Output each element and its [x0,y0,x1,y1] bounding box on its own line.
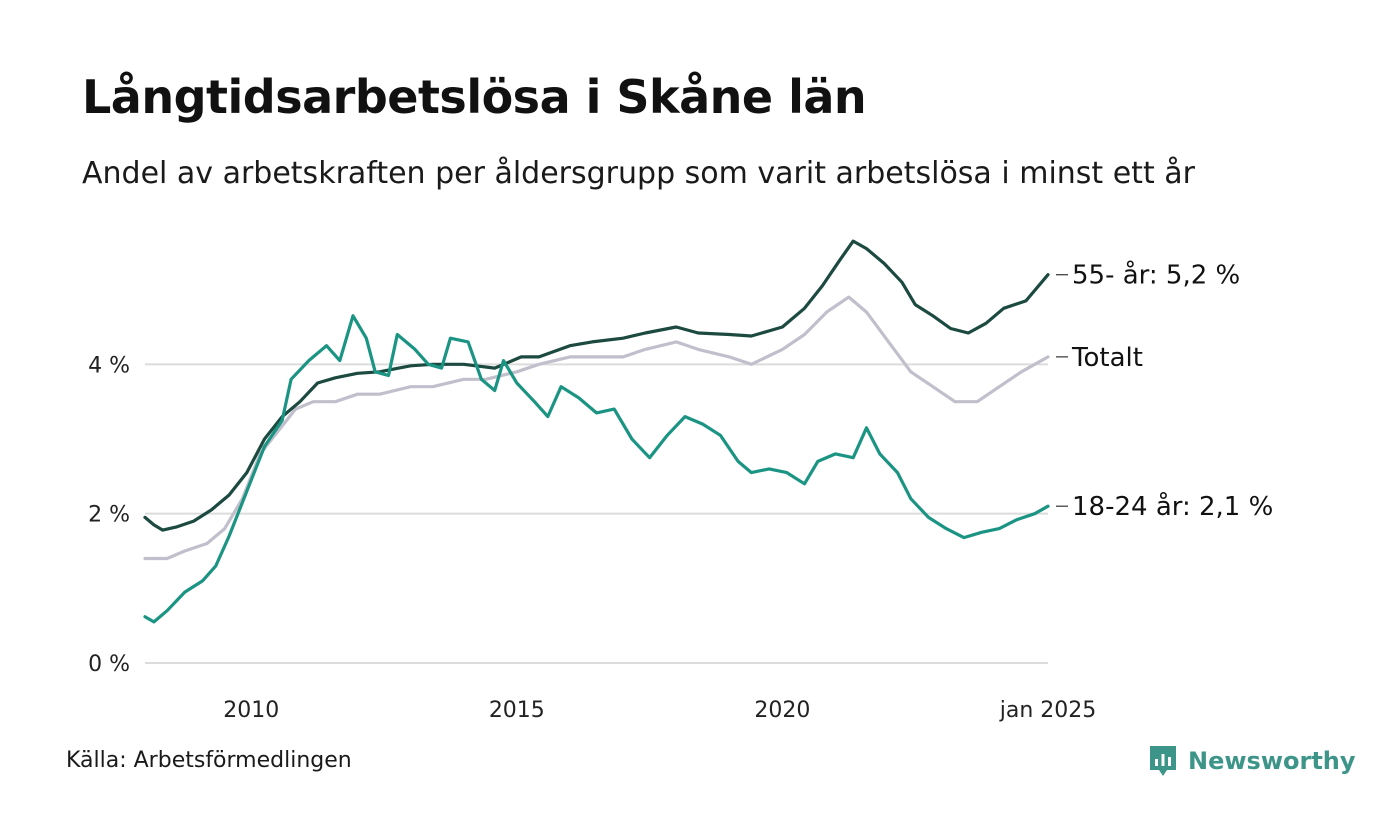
y-tick-label: 4 % [88,353,130,378]
series-end-label: 18-24 år: 2,1 % [1072,491,1273,522]
series-line-2 [143,314,1050,624]
chart-title: Långtidsarbetslösa i Skåne län [82,70,867,124]
brand-name: Newsworthy [1188,747,1356,775]
x-tick-label: 2010 [223,698,279,723]
series-line-1 [143,239,1050,532]
series-end-labels: Totalt 55- år: 5,2 % 18-24 år: 2,1 % [1056,260,1273,522]
x-tick-label: jan 2025 [999,698,1097,723]
series-end-label: Totalt [1071,343,1143,373]
series-lines [143,239,1050,624]
chart-subtitle: Andel av arbetskraften per åldersgrupp s… [82,156,1195,191]
x-tick-label: 2020 [754,698,810,723]
newsworthy-logo-icon [1150,746,1176,776]
source-note: Källa: Arbetsförmedlingen [66,748,352,773]
series-line-0 [143,295,1050,561]
brand-logo: Newsworthy [1148,744,1356,778]
series-end-label: 55- år: 5,2 % [1072,260,1240,291]
y-tick-label: 2 % [88,503,130,528]
grid-lines [145,363,1048,664]
y-axis-ticks: 0 % 2 % 4 % [88,353,130,677]
x-tick-label: 2015 [489,698,545,723]
y-tick-label: 0 % [88,652,130,677]
x-axis-ticks: 2010 2015 2020 jan 2025 [223,698,1096,723]
